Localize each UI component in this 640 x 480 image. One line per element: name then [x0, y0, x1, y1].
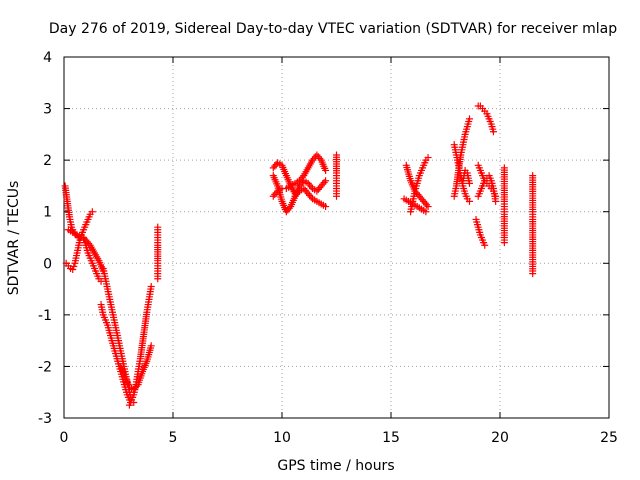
data-point — [322, 203, 330, 211]
data-point — [481, 241, 489, 249]
data-point-interp — [133, 382, 141, 390]
data-point — [424, 203, 432, 211]
x-axis-label: GPS time / hours — [277, 458, 394, 474]
series-sat-n — [333, 151, 340, 200]
data-point — [322, 166, 330, 174]
data-point-interp — [285, 204, 293, 212]
series-sat-b — [62, 208, 96, 273]
data-point — [492, 197, 500, 205]
series-sat-e — [97, 301, 133, 404]
plot-frame — [63, 56, 610, 419]
series-sat-t — [459, 166, 473, 187]
series-sat-d — [80, 234, 105, 285]
y-axis-label: SDTVAR / TECUs — [6, 181, 22, 296]
y-tick-label: 4 — [43, 50, 52, 66]
y-tick-label: 3 — [43, 102, 52, 118]
x-tick-label: 0 — [60, 430, 69, 446]
series-sat-m — [291, 185, 330, 211]
axis-ticks — [63, 56, 610, 419]
data-point-interp — [423, 201, 431, 209]
series-sat-c — [64, 226, 107, 275]
data-point-interp — [320, 178, 328, 186]
data-point — [529, 270, 537, 278]
series-sat-w — [474, 172, 500, 205]
data-point — [422, 208, 430, 216]
data-point — [424, 154, 432, 162]
data-point — [465, 115, 473, 123]
data-point — [154, 275, 162, 283]
y-tick-label: -1 — [38, 308, 52, 324]
series-sat-q — [407, 154, 432, 216]
data-point — [465, 179, 473, 187]
x-tick-label: 10 — [273, 430, 291, 446]
series-sat-a — [61, 182, 84, 241]
data-point — [333, 192, 340, 200]
data-point — [88, 208, 96, 216]
data-point — [489, 128, 497, 136]
series-sat-x — [472, 215, 489, 249]
y-tick-label: -2 — [38, 359, 52, 375]
data-point — [69, 265, 77, 273]
data-point-interp — [316, 154, 324, 162]
x-tick-label: 15 — [382, 430, 400, 446]
data-point — [322, 177, 330, 185]
y-tick-label: 0 — [43, 256, 52, 272]
x-tick-label: 25 — [600, 430, 618, 446]
x-tick-label: 5 — [169, 430, 178, 446]
x-tick-labels: 0 5 10 15 20 25 — [60, 430, 618, 446]
data-point — [465, 197, 473, 205]
series-sat-z — [529, 172, 537, 278]
y-tick-label: 1 — [43, 205, 52, 221]
y-tick-labels: -3 -2 -1 0 1 2 3 4 — [38, 50, 52, 427]
chart-title: Day 276 of 2019, Sidereal Day-to-day VTE… — [49, 21, 617, 37]
x-tick-label: 20 — [491, 430, 509, 446]
series-sat-u — [474, 102, 497, 136]
series-sat-i — [154, 223, 162, 283]
y-tick-label: -3 — [38, 411, 52, 427]
data-point-interp — [70, 262, 78, 270]
series-sat-o — [400, 195, 430, 216]
y-tick-label: 2 — [43, 153, 52, 169]
data-point — [147, 282, 155, 290]
data-point-interp — [294, 189, 302, 197]
data-point-interp — [307, 193, 315, 201]
data-points — [61, 102, 537, 409]
data-point — [147, 342, 155, 350]
series-sat-y — [500, 164, 508, 247]
series-sat-h — [117, 342, 155, 394]
data-point-interp — [307, 183, 315, 191]
data-point — [500, 239, 508, 247]
